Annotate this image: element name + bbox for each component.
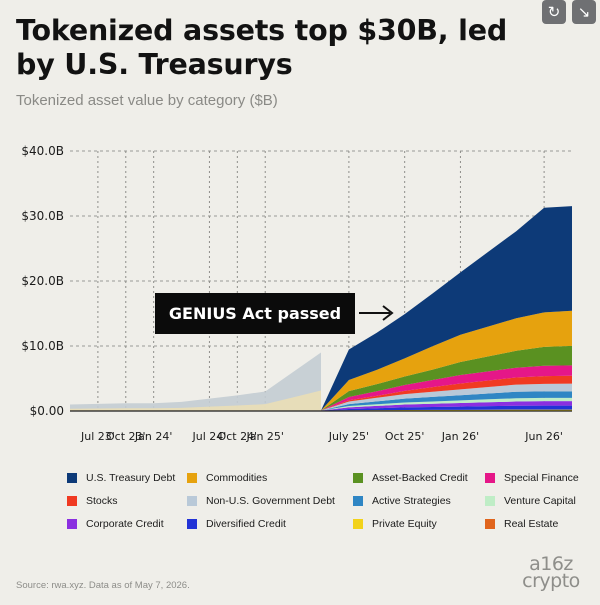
legend-item: Non-U.S. Government Debt: [187, 495, 353, 507]
x-tick-label: Jul 24': [192, 430, 227, 443]
legend-item: Commodities: [187, 472, 353, 484]
y-tick-label: $20.0B: [21, 274, 64, 288]
series-area-venture-capital: [321, 397, 572, 411]
x-tick-label: Oct 23': [106, 430, 146, 443]
legend-swatch: [187, 473, 197, 483]
genius-act-annotation: GENIUS Act passed: [155, 293, 355, 334]
legend-item: Venture Capital: [485, 495, 595, 507]
legend-item: Private Equity: [353, 518, 485, 530]
legend-item: Asset-Backed Credit: [353, 472, 485, 484]
pre-period-area: [70, 352, 321, 411]
legend-swatch: [353, 519, 363, 529]
legend-swatch: [67, 496, 77, 506]
legend-label: Commodities: [206, 472, 268, 484]
y-tick-label: $40.0B: [21, 144, 64, 158]
legend-swatch: [187, 519, 197, 529]
series-area-special-finance: [321, 365, 572, 411]
legend-item: Real Estate: [485, 518, 595, 530]
legend-swatch: [485, 473, 495, 483]
legend-swatch: [353, 473, 363, 483]
legend-label: Stocks: [86, 495, 118, 507]
x-tick-label: Jun 26': [524, 430, 563, 443]
logo-line-bottom: crypto: [522, 570, 580, 592]
legend-label: Corporate Credit: [86, 518, 164, 530]
legend-swatch: [67, 519, 77, 529]
series-area-u-s-treasury-debt: [321, 206, 572, 411]
legend-swatch: [67, 473, 77, 483]
legend-label: Venture Capital: [504, 495, 576, 507]
y-tick-label: $30.0B: [21, 209, 64, 223]
y-tick-label: $10.0B: [21, 339, 64, 353]
legend-item: Active Strategies: [353, 495, 485, 507]
x-tick-label: Jan 25': [245, 430, 283, 443]
a16z-crypto-logo: a16z crypto: [516, 553, 586, 592]
refresh-icon[interactable]: ↻: [542, 0, 566, 24]
arrow-head: [382, 305, 394, 321]
legend-swatch: [187, 496, 197, 506]
source-note: Source: rwa.xyz. Data as of May 7, 2026.: [16, 580, 190, 591]
legend-label: Active Strategies: [372, 495, 451, 507]
legend-swatch: [485, 496, 495, 506]
legend-label: Non-U.S. Government Debt: [206, 495, 335, 507]
legend-label: Private Equity: [372, 518, 437, 530]
y-tick-label: $0.00: [30, 404, 64, 418]
series-area-commodities: [321, 310, 572, 411]
legend-label: Asset-Backed Credit: [372, 472, 468, 484]
image-toolbar: ↻ ↘: [542, 0, 596, 24]
legend-swatch: [485, 519, 495, 529]
series-area-asset-backed-credit: [321, 345, 572, 411]
chart-legend: U.S. Treasury Debt Commodities Asset-Backe…: [67, 472, 587, 530]
legend-swatch: [353, 496, 363, 506]
series-area-active-strategies: [321, 391, 572, 411]
collapse-icon[interactable]: ↘: [572, 0, 596, 24]
chart-title: Tokenized assets top $30B, led by U.S. T…: [16, 14, 508, 81]
legend-label: Special Finance: [504, 472, 579, 484]
legend-label: Real Estate: [504, 518, 559, 530]
legend-item: Special Finance: [485, 472, 595, 484]
series-area-diversified-credit: [321, 405, 572, 411]
logo-line-top: a16z: [529, 553, 573, 575]
x-tick-label: Jan 24': [134, 430, 172, 443]
legend-item: Stocks: [67, 495, 187, 507]
series-area-corporate-credit: [321, 401, 572, 411]
pre-period-lower-band: [70, 390, 321, 411]
legend-item: Diversified Credit: [187, 518, 353, 530]
x-tick-label: Jul 23': [80, 430, 115, 443]
legend-label: Diversified Credit: [206, 518, 286, 530]
chart-subtitle: Tokenized asset value by category ($B): [16, 92, 278, 109]
series-area-stocks: [321, 375, 572, 411]
legend-item: Corporate Credit: [67, 518, 187, 530]
legend-label: U.S. Treasury Debt: [86, 472, 176, 484]
x-tick-label: Oct 25': [385, 430, 425, 443]
legend-item: U.S. Treasury Debt: [67, 472, 187, 484]
x-tick-label: Jan 26': [441, 430, 479, 443]
x-tick-label: July 25': [328, 430, 369, 443]
x-tick-label: Oct 24': [218, 430, 258, 443]
series-area-non-u-s-government-debt: [321, 383, 572, 411]
